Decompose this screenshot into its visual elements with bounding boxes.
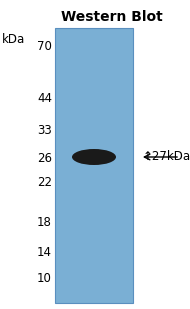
Text: 10: 10 <box>37 272 52 285</box>
Text: Western Blot: Western Blot <box>61 10 163 24</box>
Text: ↑27kDa: ↑27kDa <box>143 150 190 163</box>
Text: 33: 33 <box>37 125 52 138</box>
Text: 70: 70 <box>37 40 52 53</box>
Bar <box>55 28 133 303</box>
Text: 44: 44 <box>37 91 52 104</box>
Ellipse shape <box>72 149 116 165</box>
Text: 22: 22 <box>37 176 52 189</box>
Text: kDa: kDa <box>2 33 25 46</box>
Text: 14: 14 <box>37 247 52 260</box>
Text: 18: 18 <box>37 215 52 228</box>
Text: 26: 26 <box>37 153 52 166</box>
